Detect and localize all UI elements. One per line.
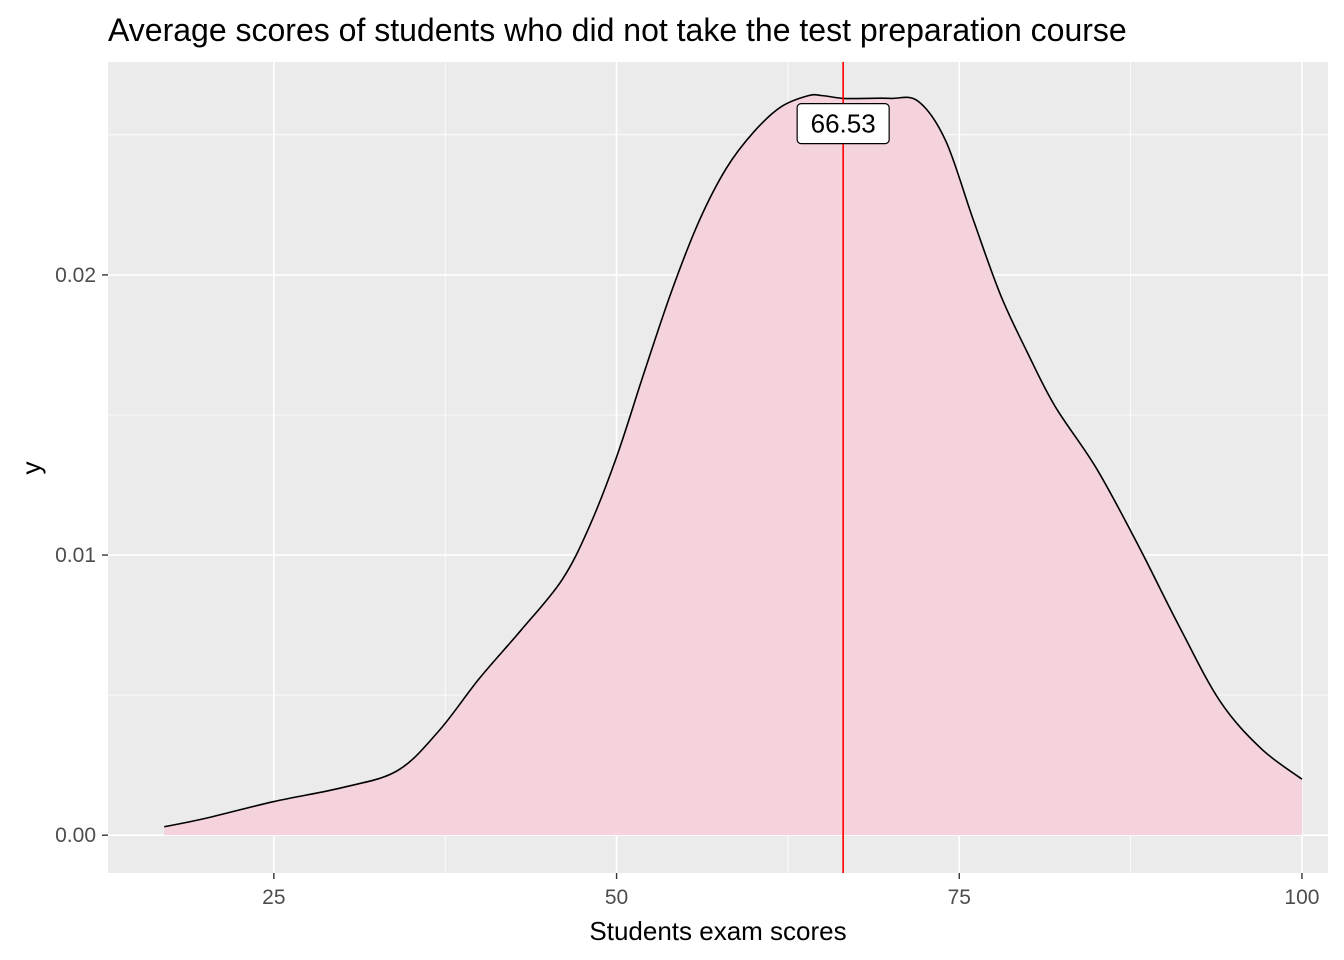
y-tick-label: 0.02 — [55, 264, 96, 287]
x-axis-ticks: 25 50 75 100 — [262, 873, 1319, 909]
x-tick-label: 25 — [262, 886, 285, 909]
y-axis-ticks: 0.00 0.01 0.02 — [55, 264, 108, 847]
x-axis-title: Students exam scores — [589, 916, 846, 946]
x-tick-label: 100 — [1284, 886, 1319, 909]
mean-label: 66.53 — [796, 103, 890, 145]
y-tick-label: 0.00 — [55, 824, 96, 847]
density-curve — [164, 93, 1303, 828]
y-axis-title: y — [16, 462, 46, 475]
density-area — [164, 94, 1302, 836]
mean-label-text: 66.53 — [811, 109, 876, 139]
x-tick-label: 75 — [948, 886, 971, 909]
chart-title: Average scores of students who did not t… — [108, 12, 1127, 48]
x-tick-label: 50 — [605, 886, 628, 909]
y-tick-label: 0.01 — [55, 544, 96, 567]
mean-label-box — [796, 103, 890, 145]
